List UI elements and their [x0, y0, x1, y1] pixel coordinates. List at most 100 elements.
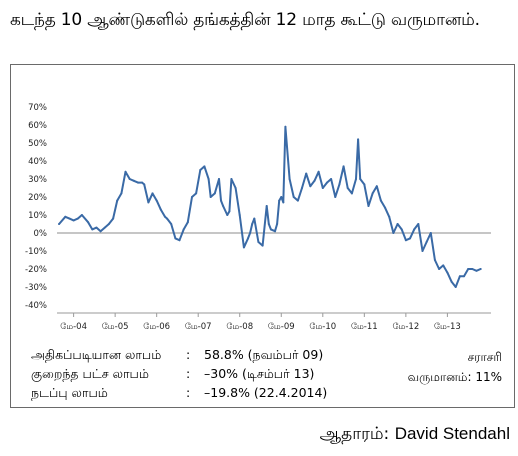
data-point	[76, 217, 79, 220]
data-point	[159, 208, 162, 211]
data-point	[413, 228, 416, 231]
data-point	[330, 178, 333, 180]
data-points	[58, 125, 482, 288]
chart-title: கடந்த 10 ஆண்டுகளில் தங்கத்தின் 12 மாத கூ…	[10, 10, 480, 30]
data-point	[203, 165, 206, 168]
data-point	[195, 192, 198, 195]
data-point	[220, 199, 223, 202]
data-point	[338, 183, 341, 186]
data-point	[163, 215, 166, 218]
data-point	[463, 275, 466, 278]
data-point	[141, 181, 144, 184]
x-tick-label: மே-13	[434, 322, 461, 332]
y-tick-label: 60%	[28, 121, 47, 131]
stats-block: அதிகப்படியான லாபம் : 58.8% (நவம்பர் 09) …	[31, 345, 327, 402]
data-point	[166, 217, 169, 220]
average-value: வருமானம்: 11%	[407, 370, 502, 384]
y-tick-label: -10%	[25, 247, 47, 257]
data-point	[247, 237, 250, 240]
data-point	[429, 232, 432, 234]
data-point	[309, 185, 312, 188]
data-point	[80, 214, 83, 216]
data-point	[357, 138, 360, 141]
data-point	[120, 192, 123, 195]
data-point	[409, 237, 412, 240]
stat-separator: :	[186, 366, 191, 381]
stat-max-label: அதிகப்படியான லாபம்	[31, 347, 162, 362]
data-point	[334, 196, 337, 198]
data-point	[68, 217, 71, 220]
data-point	[282, 201, 285, 204]
data-point	[128, 178, 131, 180]
source-credit: ஆதாரம்: David Stendahl	[320, 424, 510, 446]
data-point	[350, 192, 353, 195]
data-point	[317, 170, 320, 173]
y-tick-label: -40%	[25, 301, 47, 311]
data-point	[292, 196, 295, 198]
y-tick-label: 40%	[28, 157, 47, 167]
data-point	[433, 259, 436, 261]
data-point	[438, 268, 441, 270]
stat-current-label: நடப்பு லாபம்	[31, 385, 108, 400]
data-point	[296, 199, 299, 202]
data-point	[363, 183, 366, 186]
data-point	[226, 214, 229, 216]
data-point	[213, 192, 216, 195]
data-point	[174, 237, 177, 240]
data-point	[124, 170, 127, 173]
x-tick-label: மே-12	[392, 322, 419, 332]
stat-min-value: –30% (டிசம்பர் 13)	[204, 366, 315, 381]
data-point	[274, 230, 277, 233]
data-point	[375, 185, 378, 188]
data-point	[305, 172, 308, 175]
y-tick-label: -30%	[25, 283, 47, 293]
data-point	[186, 221, 189, 224]
data-point	[265, 205, 268, 207]
data-point	[388, 215, 391, 218]
x-tick-label: மே-06	[143, 322, 170, 332]
data-point	[371, 192, 374, 195]
data-point	[116, 199, 119, 202]
average-block: சராசரி வருமானம்: 11%	[408, 347, 502, 387]
data-point	[288, 178, 291, 180]
chart-svg: 70%60%50%40%30%20%10%0%-10%-20%-30%-40% …	[25, 103, 491, 332]
data-point	[342, 165, 345, 168]
data-point	[64, 215, 67, 218]
data-point	[442, 264, 445, 267]
average-label: சராசரி	[467, 350, 502, 364]
data-point	[143, 183, 146, 186]
data-point	[367, 205, 370, 207]
data-point	[228, 210, 231, 213]
data-point	[404, 239, 407, 242]
data-point	[446, 271, 449, 274]
y-tick-label: 30%	[28, 175, 47, 185]
data-point	[313, 179, 316, 182]
data-point	[284, 125, 287, 128]
stat-separator: :	[186, 385, 191, 400]
data-point	[99, 230, 102, 233]
y-tick-label: 10%	[28, 211, 47, 221]
data-point	[107, 223, 110, 225]
data-point	[230, 178, 233, 180]
data-point	[346, 187, 349, 189]
data-point	[280, 196, 283, 198]
stat-max: அதிகப்படியான லாபம் : 58.8% (நவம்பர் 09)	[31, 345, 327, 364]
data-point	[199, 169, 202, 171]
y-tick-label: -20%	[25, 265, 47, 275]
data-point	[95, 226, 98, 229]
data-point	[72, 219, 75, 222]
data-point	[417, 223, 420, 225]
data-point	[234, 187, 237, 189]
data-point	[251, 223, 254, 225]
stat-current: நடப்பு லாபம் : –19.8% (22.4.2014)	[31, 383, 327, 402]
x-axis: மே-04 மே-05 மே-06 மே-07 மே-08 மே-09 மே-10 மே-11…	[57, 232, 491, 332]
data-point	[458, 275, 461, 278]
data-point	[249, 232, 252, 234]
data-point	[155, 199, 158, 202]
data-point	[392, 232, 395, 234]
data-point	[276, 223, 279, 225]
data-point	[396, 223, 399, 225]
data-point	[151, 192, 154, 195]
y-tick-label: 70%	[28, 103, 47, 113]
x-tick-label: மே-07	[185, 322, 212, 332]
